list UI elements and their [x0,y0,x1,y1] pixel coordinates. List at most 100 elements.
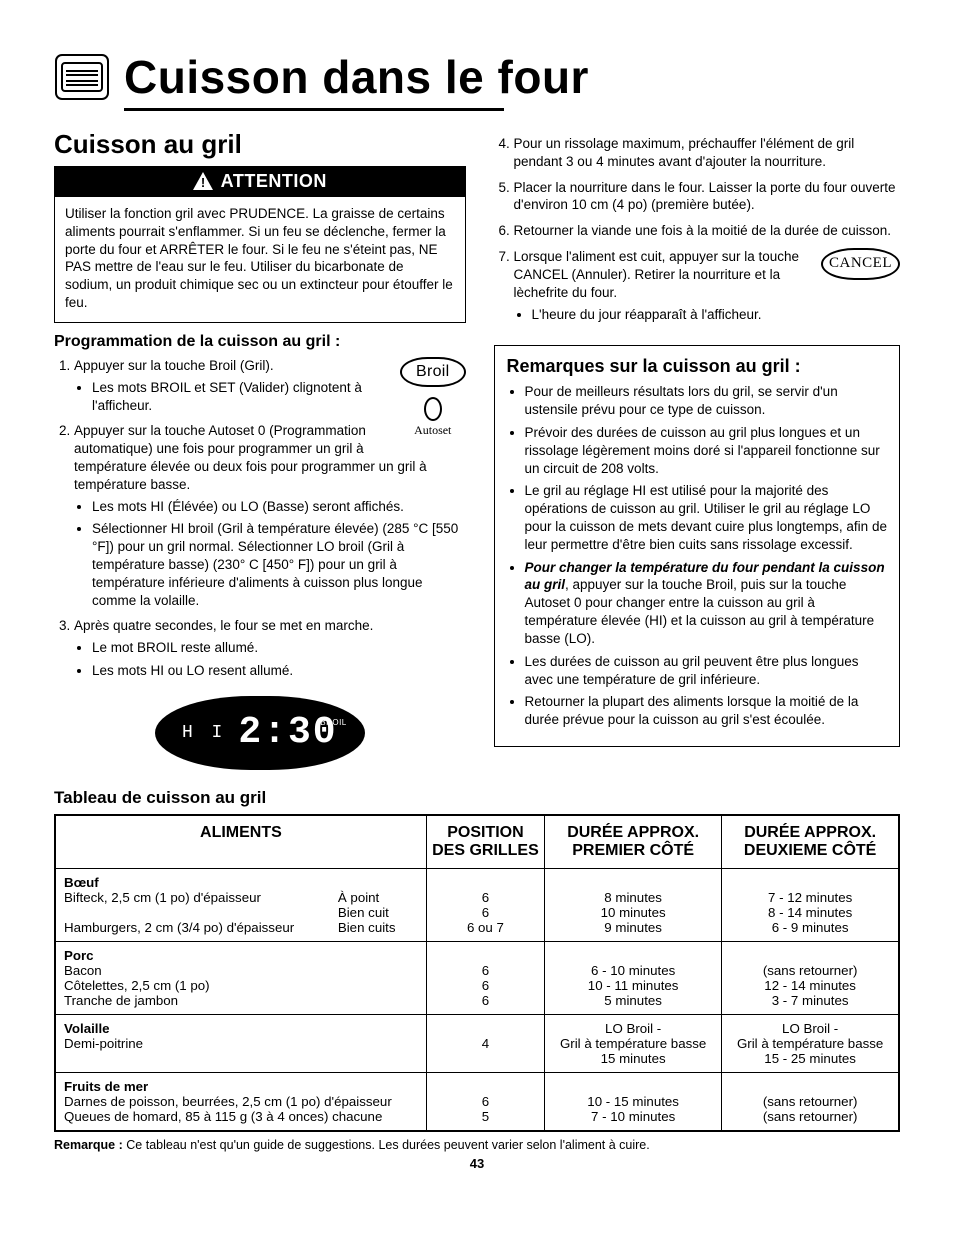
step-2-sub-2: Sélectionner HI broil (Gril à températur… [92,520,466,609]
cell-t1: Gril à température basse [553,1036,713,1051]
cell-t2: LO Broil - [730,1021,890,1036]
section-heading: Cuisson au gril [54,129,466,160]
program-heading: Programmation de la cuisson au gril : [54,333,466,351]
food-desc: Bifteck, 2,5 cm (1 po) d'épaisseur [64,890,332,905]
step-7-sub-1: L'heure du jour réapparaît à l'afficheur… [532,306,901,324]
step-1: Appuyer sur la touche Broil (Gril). [74,358,274,373]
broil-button-graphic: Broil [400,357,466,387]
cell-t1: 9 minutes [553,920,713,935]
cell-t2: 6 - 9 minutes [730,920,890,935]
broil-table: ALIMENTS POSITION DES GRILLES DURÉE APPR… [54,814,900,1132]
broil-notes-box: Remarques sur la cuisson au gril : Pour … [494,345,901,747]
footnote-text: Ce tableau n'est qu'un guide de suggesti… [126,1138,649,1152]
display-hi: H I [182,723,226,743]
autoset-knob-icon [424,397,442,421]
cell-pos: 6 ou 7 [435,920,536,935]
cat-pork: Porc [64,948,418,963]
food-done: À point [332,890,418,905]
attention-header: ! ATTENTION [54,166,466,196]
title-row: Cuisson dans le four [54,50,900,104]
cell-t2: (sans retourner) [730,963,890,978]
oven-icon [54,53,110,101]
cancel-button-graphic: CANCEL [821,248,900,280]
cell-pos: 6 [435,1094,536,1109]
footnote-label: Remarque : [54,1138,123,1152]
food-desc: Demi-poitrine [64,1036,418,1051]
notes-heading: Remarques sur la cuisson au gril : [507,356,888,377]
th-food: ALIMENTS [55,815,426,869]
th-pos: POSITION DES GRILLES [426,815,544,869]
note-4-rest: , appuyer sur la touche Broil, puis sur … [525,577,875,645]
cell-pos: 6 [435,978,536,993]
food-done: Bien cuit [332,905,418,920]
page-title: Cuisson dans le four [124,50,589,104]
display-graphic: H I 2:30 BROIL [54,696,466,770]
cell-t1: 10 - 11 minutes [553,978,713,993]
cell-pos: 6 [435,905,536,920]
cat-beef: Bœuf [64,875,418,890]
food-desc: Bacon [64,963,418,978]
table-row: Bœuf Bifteck, 2,5 cm (1 po) d'épaisseur … [55,868,899,941]
food-desc: Darnes de poisson, beurrées, 2,5 cm (1 p… [64,1094,418,1109]
display-broil-tag: BROIL [320,718,347,727]
table-row: Volaille Demi-poitrine 4 LO Broil - Gril… [55,1014,899,1072]
cell-pos: 6 [435,890,536,905]
food-desc: Hamburgers, 2 cm (3/4 po) d'épaisseur [64,920,332,935]
cell-pos: 6 [435,993,536,1008]
food-desc: Côtelettes, 2,5 cm (1 po) [64,978,418,993]
note-1: Pour de meilleurs résultats lors du gril… [525,383,888,419]
cell-t2: 12 - 14 minutes [730,978,890,993]
note-4: Pour changer la température du four pend… [525,559,888,648]
cell-t2: (sans retourner) [730,1094,890,1109]
step-2-sub-1: Les mots HI (Élévée) ou LO (Basse) seron… [92,498,466,516]
note-2: Prévoir des durées de cuisson au gril pl… [525,424,888,477]
broil-badge-group: Broil Autoset [400,357,466,438]
table-title: Tableau de cuisson au gril [54,788,900,808]
title-rule [124,108,504,111]
right-steps: Pour un rissolage maximum, préchauffer l… [494,135,901,323]
table-footnote: Remarque : Ce tableau n'est qu'un guide … [54,1138,900,1152]
cell-t1: LO Broil - [553,1021,713,1036]
cell-t2: 8 - 14 minutes [730,905,890,920]
warning-icon: ! [193,172,213,190]
cell-t2: 3 - 7 minutes [730,993,890,1008]
note-5: Les durées de cuisson au gril peuvent êt… [525,653,888,689]
cell-t1: 8 minutes [553,890,713,905]
food-done: Bien cuits [332,920,418,935]
cat-seafood: Fruits de mer [64,1079,418,1094]
food-desc: Tranche de jambon [64,993,418,1008]
step-7: Lorsque l'aliment est cuit, appuyer sur … [514,249,799,300]
cell-pos: 5 [435,1109,536,1124]
note-3: Le gril au réglage HI est utilisé pour l… [525,482,888,553]
page-number: 43 [54,1156,900,1171]
cell-t1: 15 minutes [553,1051,713,1066]
cat-poultry: Volaille [64,1021,418,1036]
note-6: Retourner la plupart des aliments lorsqu… [525,693,888,729]
table-row: Fruits de mer Darnes de poisson, beurrée… [55,1072,899,1131]
food-desc: Queues de homard, 85 à 115 g (3 à 4 once… [64,1109,418,1124]
cell-t1: 7 - 10 minutes [553,1109,713,1124]
step-3-sub-2: Les mots HI ou LO resent allumé. [92,662,466,680]
cell-t2: 15 - 25 minutes [730,1051,890,1066]
step-3: Après quatre secondes, le four se met en… [74,618,373,633]
cell-t2: (sans retourner) [730,1109,890,1124]
th-t2: DURÉE APPROX. DEUXIEME CÔTÉ [722,815,899,869]
cell-t2: 7 - 12 minutes [730,890,890,905]
attention-text: Utiliser la fonction gril avec PRUDENCE.… [54,196,466,323]
cell-t2: Gril à température basse [730,1036,890,1051]
step-4: Pour un rissolage maximum, préchauffer l… [514,135,901,171]
cell-pos: 4 [435,1036,536,1051]
cell-t1: 10 minutes [553,905,713,920]
step-6: Retourner la viande une fois à la moitié… [514,222,901,240]
step-5: Placer la nourriture dans le four. Laiss… [514,179,901,215]
step-3-sub-1: Le mot BROIL reste allumé. [92,639,466,657]
cell-t1: 6 - 10 minutes [553,963,713,978]
cell-t1: 10 - 15 minutes [553,1094,713,1109]
cell-t1: 5 minutes [553,993,713,1008]
th-t1: DURÉE APPROX. PREMIER CÔTÉ [545,815,722,869]
attention-label: ATTENTION [221,171,327,192]
table-row: Porc Bacon Côtelettes, 2,5 cm (1 po) Tra… [55,941,899,1014]
step-2: Appuyer sur la touche Autoset 0 (Program… [74,423,427,491]
svg-text:!: ! [201,175,205,190]
cell-pos: 6 [435,963,536,978]
